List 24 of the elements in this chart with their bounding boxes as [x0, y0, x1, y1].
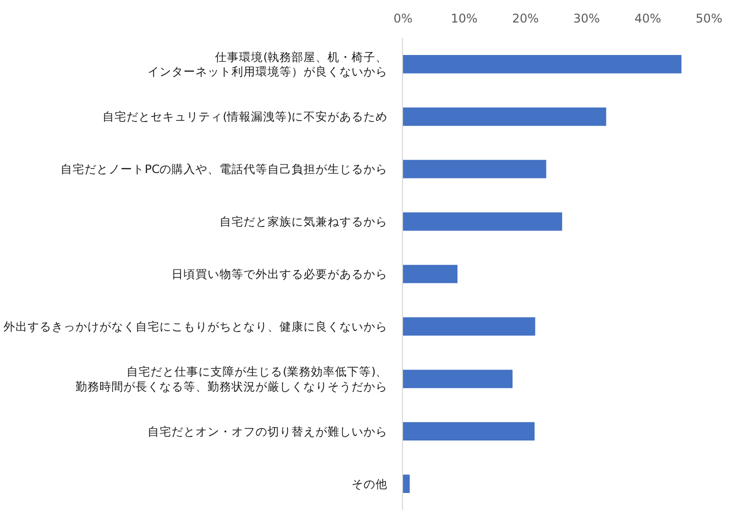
y-tick-label: 自宅だとノートPCの購入や、電話代等自己負担が生じるから: [60, 162, 388, 176]
y-tick-label: 日頃買い物等で外出する必要があるから: [172, 267, 388, 282]
y-tick-label: 外出するきっかけがなく自宅にこもりがちとなり、健康に良くないから: [4, 319, 388, 334]
y-tick-label: 仕事環境(執務部屋、机・椅子、インターネット利用環境等）が良くないから: [148, 50, 388, 79]
bar: [403, 160, 546, 178]
x-tick-label: 0%: [393, 12, 413, 26]
x-tick-label: 10%: [450, 12, 478, 26]
y-tick-label: 自宅だと家族に気兼ねするから: [220, 214, 388, 229]
bar: [403, 55, 682, 74]
x-tick-label: 30%: [573, 12, 600, 26]
x-tick-label: 50%: [696, 12, 722, 26]
bar: [403, 212, 562, 231]
y-tick-label: 自宅だとオン・オフの切り替えが難しいから: [148, 424, 388, 438]
x-tick-label: 20%: [512, 12, 539, 26]
y-tick-label: 自宅だと仕事に支障が生じる(業務効率低下等)、勤務時間が長くなる等、勤務状況が厳しくなりそうだから: [76, 364, 388, 394]
bar: [403, 422, 535, 441]
bar: [403, 107, 606, 126]
bar: [403, 317, 536, 336]
y-tick-label: その他: [352, 476, 388, 491]
y-tick-label: 自宅だとセキュリティ(情報漏洩等)に不安があるため: [102, 110, 388, 124]
bar: [403, 370, 513, 388]
x-tick-label: 40%: [634, 12, 662, 26]
bar: [403, 264, 458, 284]
bar: [403, 474, 410, 493]
